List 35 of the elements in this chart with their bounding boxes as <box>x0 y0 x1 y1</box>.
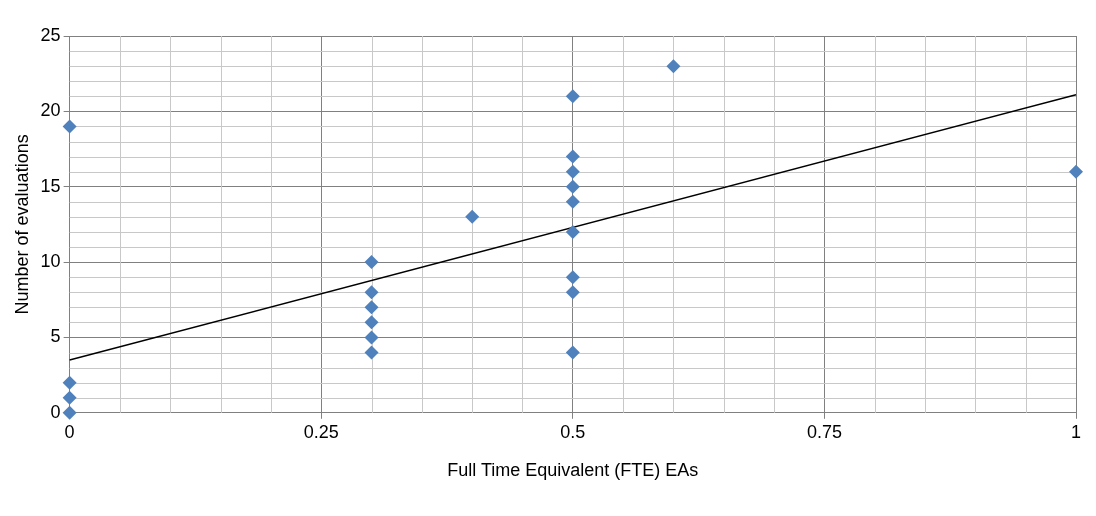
point <box>565 164 580 179</box>
point <box>666 59 681 74</box>
point <box>565 194 580 209</box>
y-axis-title: Number of evaluations <box>11 134 32 315</box>
point <box>565 345 580 360</box>
point <box>565 179 580 194</box>
point <box>364 285 379 300</box>
x-axis-title: Full Time Equivalent (FTE) EAs <box>447 460 699 481</box>
y-tick-label: 25 <box>40 24 61 45</box>
point <box>565 149 580 164</box>
point <box>62 390 77 405</box>
y-tick-label: 5 <box>50 326 61 347</box>
x-tick-label: 0 <box>64 421 75 442</box>
point <box>364 330 379 345</box>
y-tick-label: 20 <box>40 100 61 121</box>
point <box>62 119 77 134</box>
point <box>62 405 77 420</box>
x-tick-label: 0.75 <box>806 421 842 442</box>
point <box>1069 164 1083 179</box>
y-tick-label: 15 <box>40 175 61 196</box>
point <box>364 300 379 315</box>
point <box>565 270 580 285</box>
point <box>364 345 379 360</box>
x-tick-label: 0.5 <box>560 421 586 442</box>
point <box>465 209 480 224</box>
point <box>364 315 379 330</box>
point <box>565 224 580 239</box>
point <box>565 285 580 300</box>
y-tick-label: 10 <box>40 251 61 272</box>
point <box>364 255 379 270</box>
x-tick-label: 1 <box>1070 421 1082 442</box>
point <box>565 89 580 104</box>
y-tick-label: 0 <box>50 401 61 422</box>
point <box>62 375 77 390</box>
x-tick-label: 0.25 <box>303 421 339 442</box>
